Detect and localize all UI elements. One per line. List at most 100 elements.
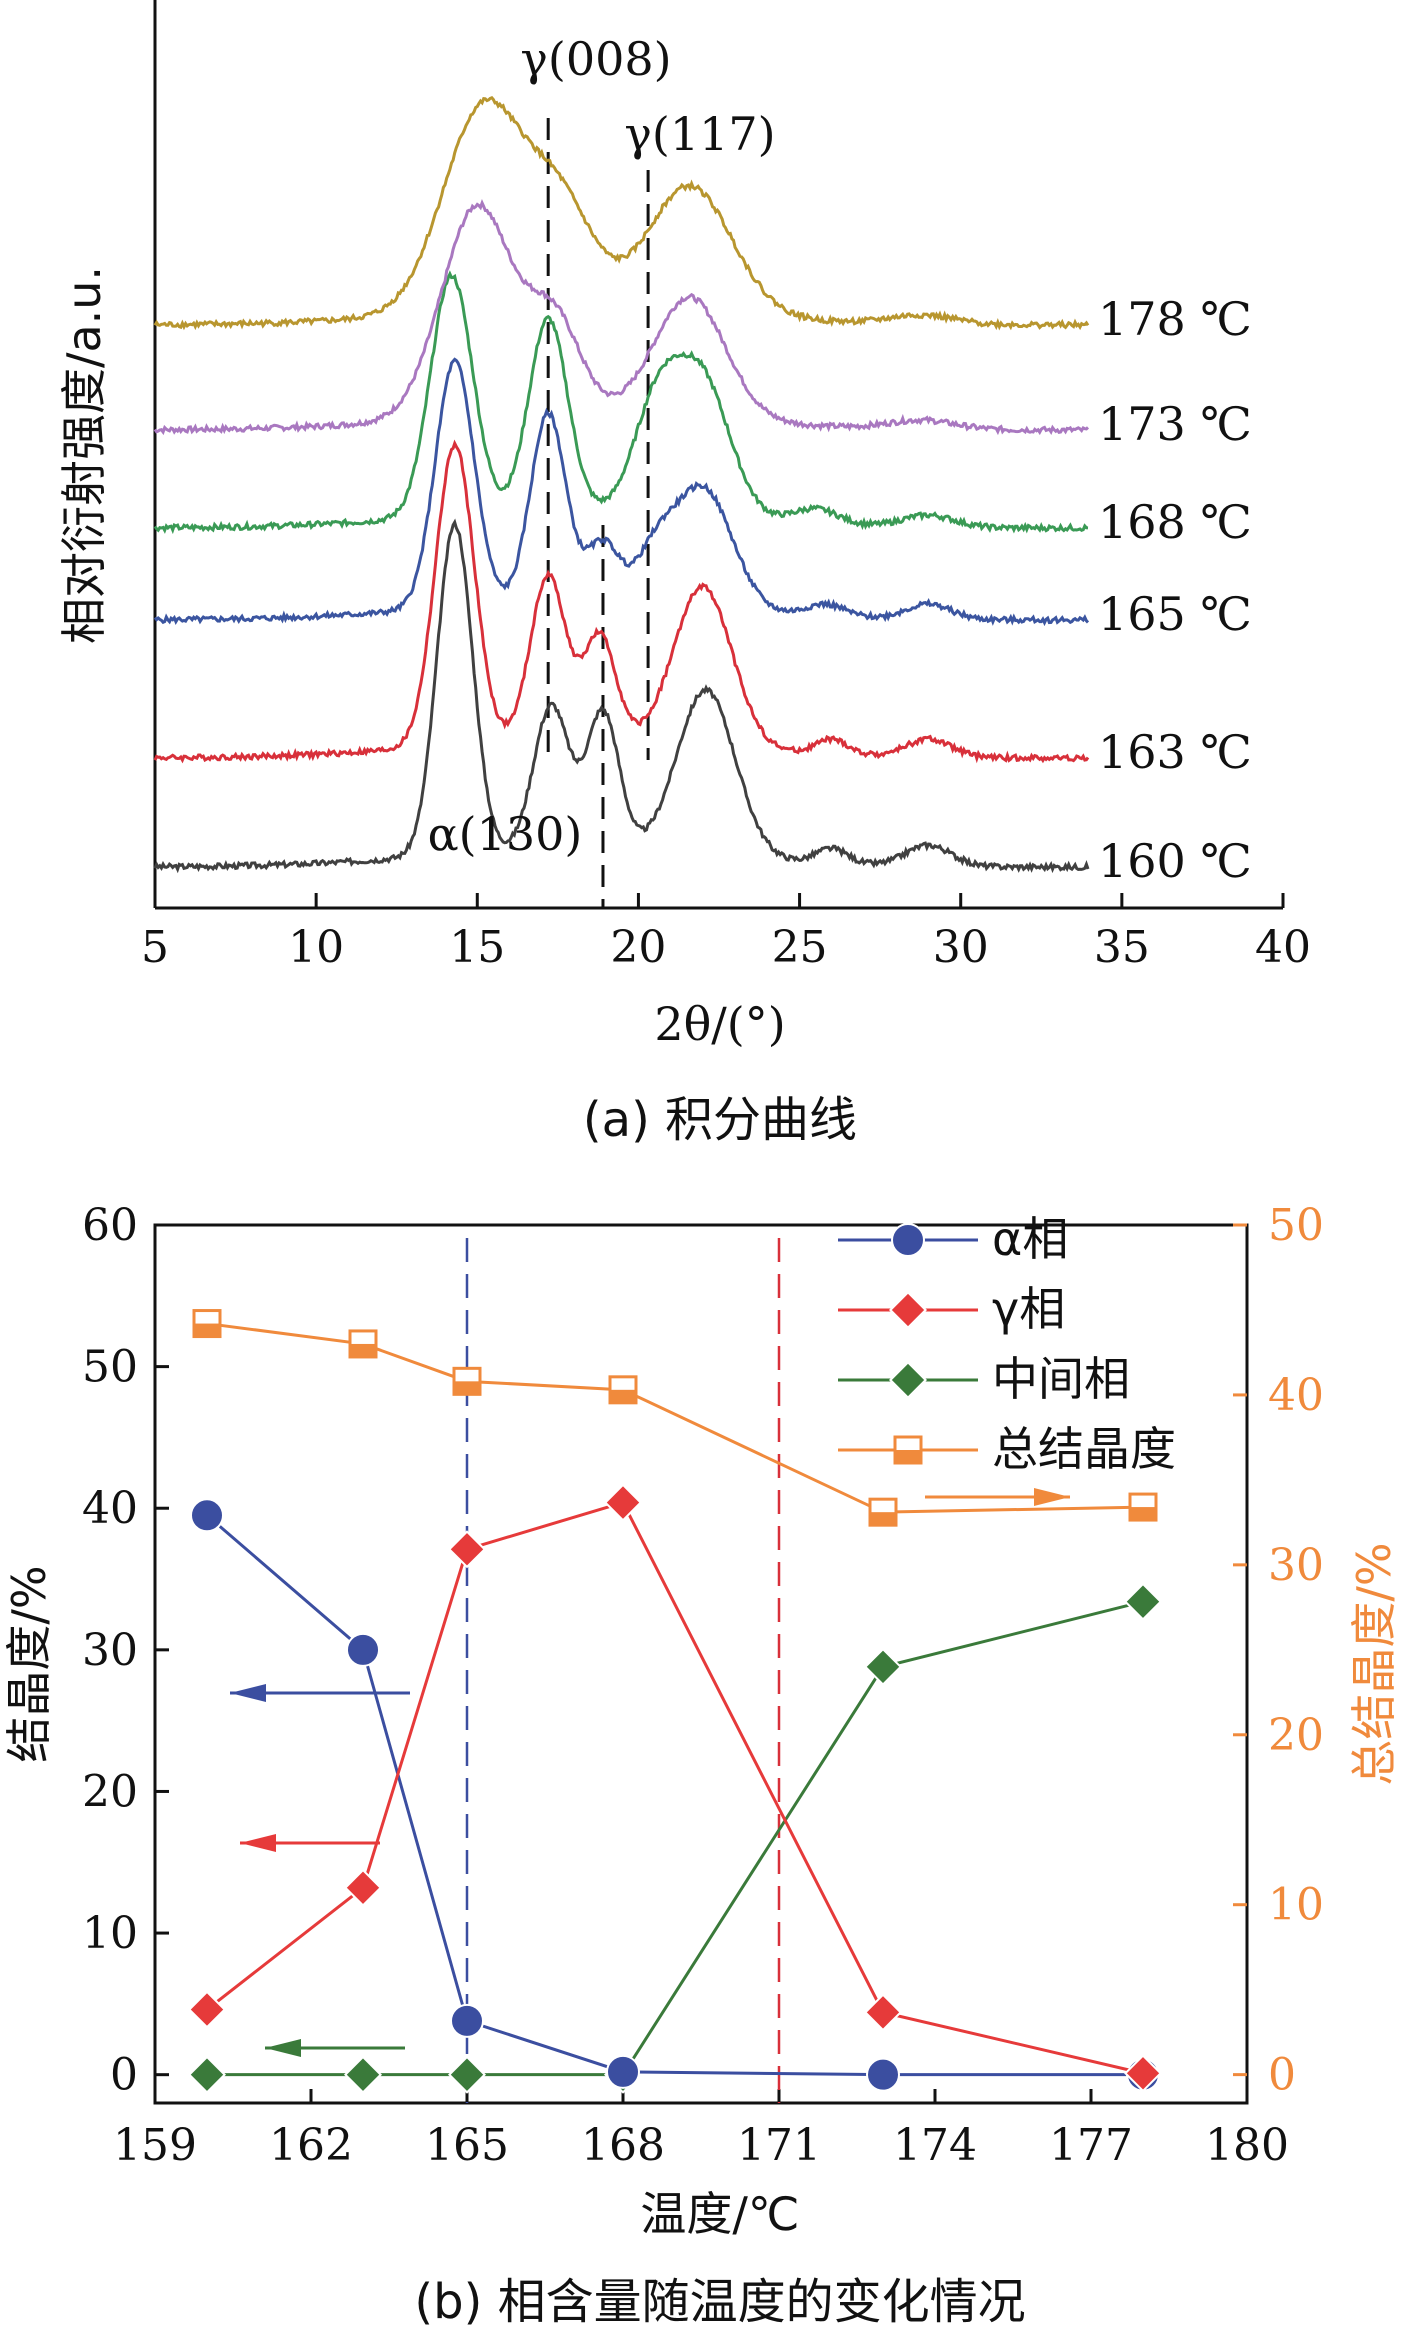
b-series-line-3 — [206, 1322, 1144, 1514]
panel-b-series — [187, 1309, 1163, 2094]
b-point-3-2 — [452, 1366, 482, 1396]
b-point-2-4 — [863, 1647, 903, 1686]
b-point-3-4-fill — [870, 1512, 896, 1526]
b-x-tick-label-1: 162 — [269, 2120, 353, 2171]
a-series-label-3: 168 ℃ — [1098, 495, 1252, 549]
b-series-line-1 — [206, 1500, 1144, 2075]
b-point-2-5 — [1123, 1582, 1163, 1621]
panel-b-x-label: 温度/℃ — [640, 2187, 799, 2241]
panel-b-caption: (b) 相含量随温度的变化情况 — [414, 2274, 1025, 2330]
b-point-2-2 — [447, 2055, 487, 2094]
b-point-1-4 — [863, 1993, 903, 2032]
b-point-0-1 — [346, 1632, 380, 1667]
a-x-tick-label-2: 15 — [449, 922, 505, 973]
b-yr-tick-label-2: 20 — [1268, 1710, 1324, 1761]
b-yr-tick-label-4: 40 — [1268, 1370, 1324, 1421]
panel-a-xrd-curves: 5 10 15 20 25 30 35 40 γ(008) γ(117) α(130) 160 ℃… — [57, 0, 1311, 1148]
b-point-1-3 — [603, 1483, 643, 1522]
b-series-line-0 — [206, 1514, 1143, 2077]
b-point-1-0 — [187, 1990, 227, 2029]
b-arrow-gamma — [240, 1834, 380, 1852]
a-curve-4 — [153, 199, 1090, 436]
b-legend-marker-3-fill — [895, 1450, 921, 1463]
a-curve-1 — [153, 439, 1090, 764]
panel-a-peak-labels: γ(008) γ(117) α(130) — [428, 32, 776, 861]
panel-a-y-label: 相对衍射强度/a.u. — [57, 266, 111, 644]
b-x-tick-label-0: 159 — [113, 2120, 197, 2171]
b-arrow-alpha-head — [230, 1684, 266, 1702]
b-point-0-0 — [190, 1498, 224, 1533]
b-point-3-0 — [192, 1309, 222, 1339]
b-arrow-meso-head — [265, 2039, 301, 2057]
b-point-0-2 — [450, 2003, 484, 2038]
a-x-tick-label-7: 40 — [1255, 922, 1311, 973]
b-point-3-5 — [1128, 1492, 1158, 1522]
a-series-label-0: 160 ℃ — [1098, 834, 1252, 888]
a-x-tick-label-6: 35 — [1094, 922, 1150, 973]
b-y-tick-label-4: 40 — [82, 1483, 138, 1534]
b-arrow-total-head — [1034, 1488, 1070, 1506]
b-legend-marker-1 — [888, 1290, 928, 1330]
panel-a-temperature-labels: 160 ℃ 163 ℃ 165 ℃ 168 ℃ 173 ℃ 178 ℃ — [1098, 292, 1252, 888]
b-point-3-2-fill — [454, 1381, 480, 1395]
b-series-line-2 — [207, 1600, 1144, 2077]
b-yr-tick-label-3: 30 — [1268, 1540, 1324, 1591]
a-curve-0 — [153, 518, 1090, 874]
b-arrow-meso — [265, 2039, 405, 2057]
panel-b-y-label-left: 结晶度/% — [2, 1565, 56, 1762]
a-x-tick-label-3: 20 — [610, 922, 666, 973]
b-point-3-3-fill — [610, 1389, 636, 1403]
b-y-tick-label-1: 10 — [82, 1908, 138, 1959]
b-legend-label-1: γ相 — [992, 1282, 1065, 1336]
panel-b-y-label-right: 总结晶度/% — [1347, 1542, 1401, 1785]
a-x-tick-label-4: 25 — [772, 922, 828, 973]
a-x-tick-label-0: 5 — [141, 922, 169, 973]
b-arrow-gamma-head — [240, 1834, 276, 1852]
panel-a-curves — [153, 96, 1090, 874]
b-y-tick-label-5: 50 — [82, 1342, 138, 1393]
b-x-tick-label-2: 165 — [425, 2120, 509, 2171]
b-point-3-5-fill — [1130, 1507, 1156, 1521]
a-peak-label-1: γ(117) — [624, 107, 775, 161]
panel-b-phase-content: 159 162 165 168 171 174 177 180 0 10 20 30 40 50 60 0 10… — [2, 1200, 1401, 2330]
b-legend-label-2: 中间相 — [992, 1352, 1130, 1406]
b-y-tick-label-2: 20 — [82, 1766, 138, 1817]
b-legend-label-3: 总结晶度 — [992, 1422, 1176, 1476]
b-legend-label-0: α相 — [992, 1212, 1068, 1266]
a-x-tick-label-5: 30 — [933, 922, 989, 973]
b-y-tick-label-0: 0 — [110, 2050, 138, 2101]
a-series-label-2: 165 ℃ — [1098, 587, 1252, 641]
b-x-tick-label-6: 177 — [1049, 2120, 1133, 2171]
panel-a-x-label: 2θ/(°) — [654, 997, 785, 1051]
a-peak-label-2: α(130) — [428, 807, 583, 861]
a-curve-3 — [153, 270, 1089, 535]
b-x-tick-label-7: 180 — [1205, 2120, 1289, 2171]
b-legend-marker-0 — [891, 1223, 925, 1257]
b-arrow-total — [925, 1488, 1070, 1506]
panel-a-caption: (a) 积分曲线 — [583, 1092, 857, 1148]
panel-a-peak-lines — [546, 118, 650, 908]
b-x-tick-label-5: 174 — [893, 2120, 977, 2171]
panel-b-axis-arrows — [230, 1488, 1070, 2057]
b-y-tick-label-6: 60 — [82, 1200, 138, 1251]
b-point-3-4 — [868, 1497, 898, 1527]
panel-a-x-ticks: 5 10 15 20 25 30 35 40 — [141, 893, 1311, 973]
b-point-1-2 — [447, 1530, 487, 1569]
b-legend-marker-2 — [888, 1360, 928, 1400]
b-x-tick-label-3: 168 — [581, 2120, 665, 2171]
b-point-3-3 — [608, 1375, 638, 1405]
b-point-2-1 — [343, 2055, 383, 2094]
a-peak-label-0: γ(008) — [520, 32, 671, 86]
b-arrow-alpha — [230, 1684, 410, 1702]
b-point-3-1-fill — [350, 1343, 376, 1357]
b-y-tick-label-3: 30 — [82, 1625, 138, 1676]
panel-b-plot-frame — [153, 1223, 1249, 2105]
a-series-label-4: 173 ℃ — [1098, 397, 1252, 451]
b-legend-marker-3 — [893, 1435, 923, 1465]
panel-b-dashed-lines — [465, 1238, 781, 2103]
b-point-3-0-fill — [194, 1323, 220, 1337]
b-point-1-1 — [343, 1868, 383, 1907]
b-point-2-0 — [187, 2055, 227, 2094]
b-yr-tick-label-0: 0 — [1268, 2050, 1296, 2101]
